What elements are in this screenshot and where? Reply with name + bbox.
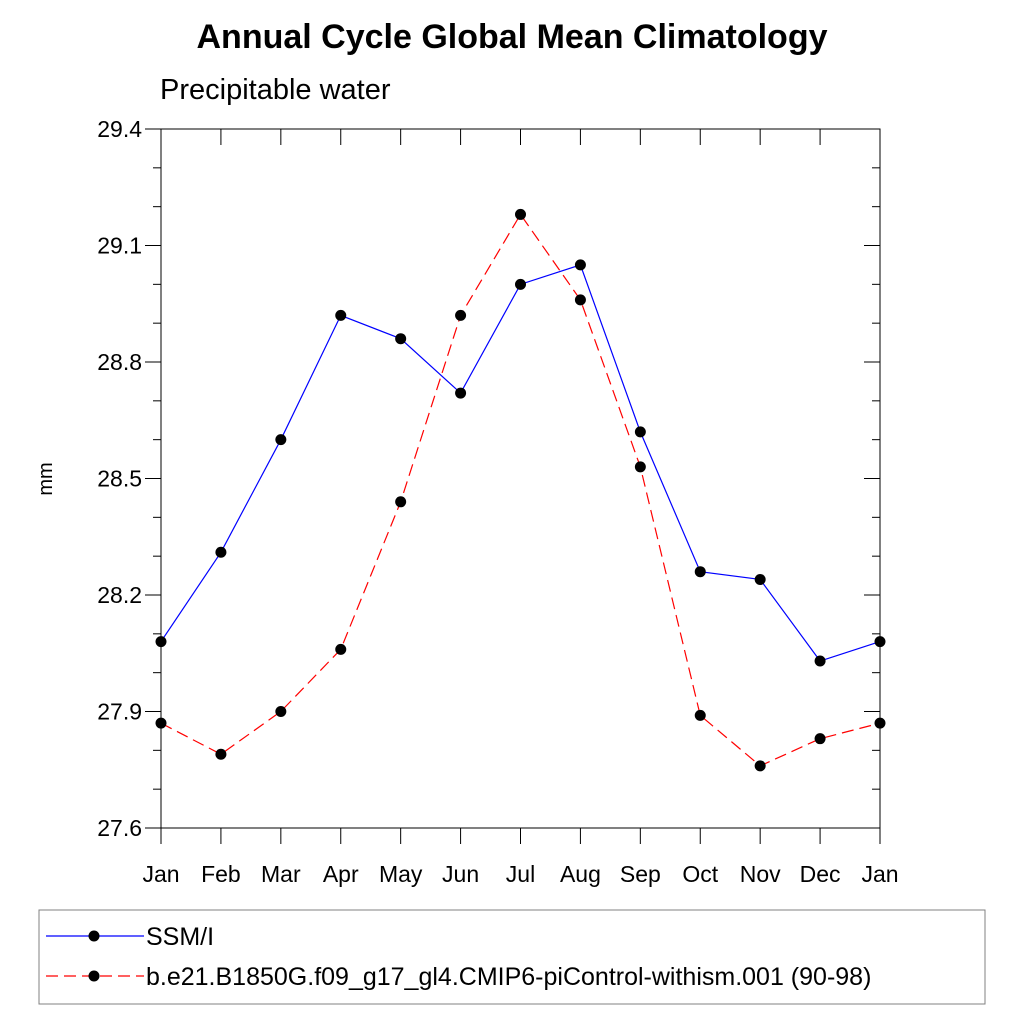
series-1-point [634,461,646,473]
x-tick-label: Jan [142,861,179,887]
series-1-point [215,748,227,760]
x-tick-label: May [379,861,423,887]
series-1-point [275,706,287,717]
y-tick-label: 29.4 [97,116,142,142]
legend-label-model: b.e21.B1850G.f09_g17_gl4.CMIP6-piControl… [146,963,871,991]
y-tick-label: 28.8 [97,349,142,375]
y-tick-label: 28.5 [97,466,142,492]
x-tick-label: Dec [800,861,841,887]
x-tick-label: Nov [740,861,781,887]
x-tick-label: Mar [261,861,301,887]
legend-label-ssmi: SSM/I [146,923,214,951]
series-0-point [275,434,287,446]
legend-entry-model: b.e21.B1850G.f09_g17_gl4.CMIP6-piControl… [46,963,871,991]
series-markers [155,208,886,772]
legend-entry-ssmi: SSM/I [46,923,214,951]
series-1-point [754,760,766,772]
x-tick-label: Sep [620,861,661,887]
legend-marker-model [88,970,100,982]
y-tick-label: 27.6 [97,815,142,841]
series-1-point [574,294,586,306]
legend-marker-ssmi [88,930,100,942]
series-0-point [155,636,167,648]
series-0-point [515,278,526,290]
x-tick-label: Jan [861,861,898,887]
x-tick-label: Apr [323,861,359,887]
series-0-point [694,566,706,578]
plot-frame [160,128,881,829]
series-0-point [874,636,886,648]
series-1-point [515,208,526,220]
series-1-point [455,309,467,321]
series-0-point [215,546,227,558]
y-axis-label: mm [35,462,57,495]
series-0-point [455,387,467,399]
x-tick-label: Jun [442,861,479,887]
series-0-point [814,655,826,667]
series-1-point [155,717,167,729]
chart-subtitle: Precipitable water [160,74,391,106]
x-tick-label: Aug [560,861,601,887]
series-0-point [754,573,766,585]
series-0-point [395,333,407,345]
series-1-point [694,709,706,721]
series-line-1 [160,213,881,767]
legend-box [38,909,986,1005]
x-tick-label: Jul [506,861,535,887]
series-1-point [874,717,886,729]
series-0-point [335,309,347,321]
y-tick-label: 27.9 [97,699,142,725]
series-0-point [574,259,586,271]
series-1-point [814,733,826,745]
y-tick-label: 28.2 [97,582,142,608]
series-1-point [395,496,407,508]
series-0-point [634,426,646,438]
series-lines [160,213,881,767]
x-tick-label: Feb [201,861,241,887]
series-1-point [335,643,347,655]
series-line-0 [160,264,881,662]
x-tick-label: Oct [682,861,718,887]
chart-title: Annual Cycle Global Mean Climatology [197,18,828,56]
y-tick-label: 29.1 [97,233,142,259]
axes: 27.6 27.9 28.2 28.5 28.8 29.1 29.4 Jan Feb Mar Apr… [97,116,898,887]
